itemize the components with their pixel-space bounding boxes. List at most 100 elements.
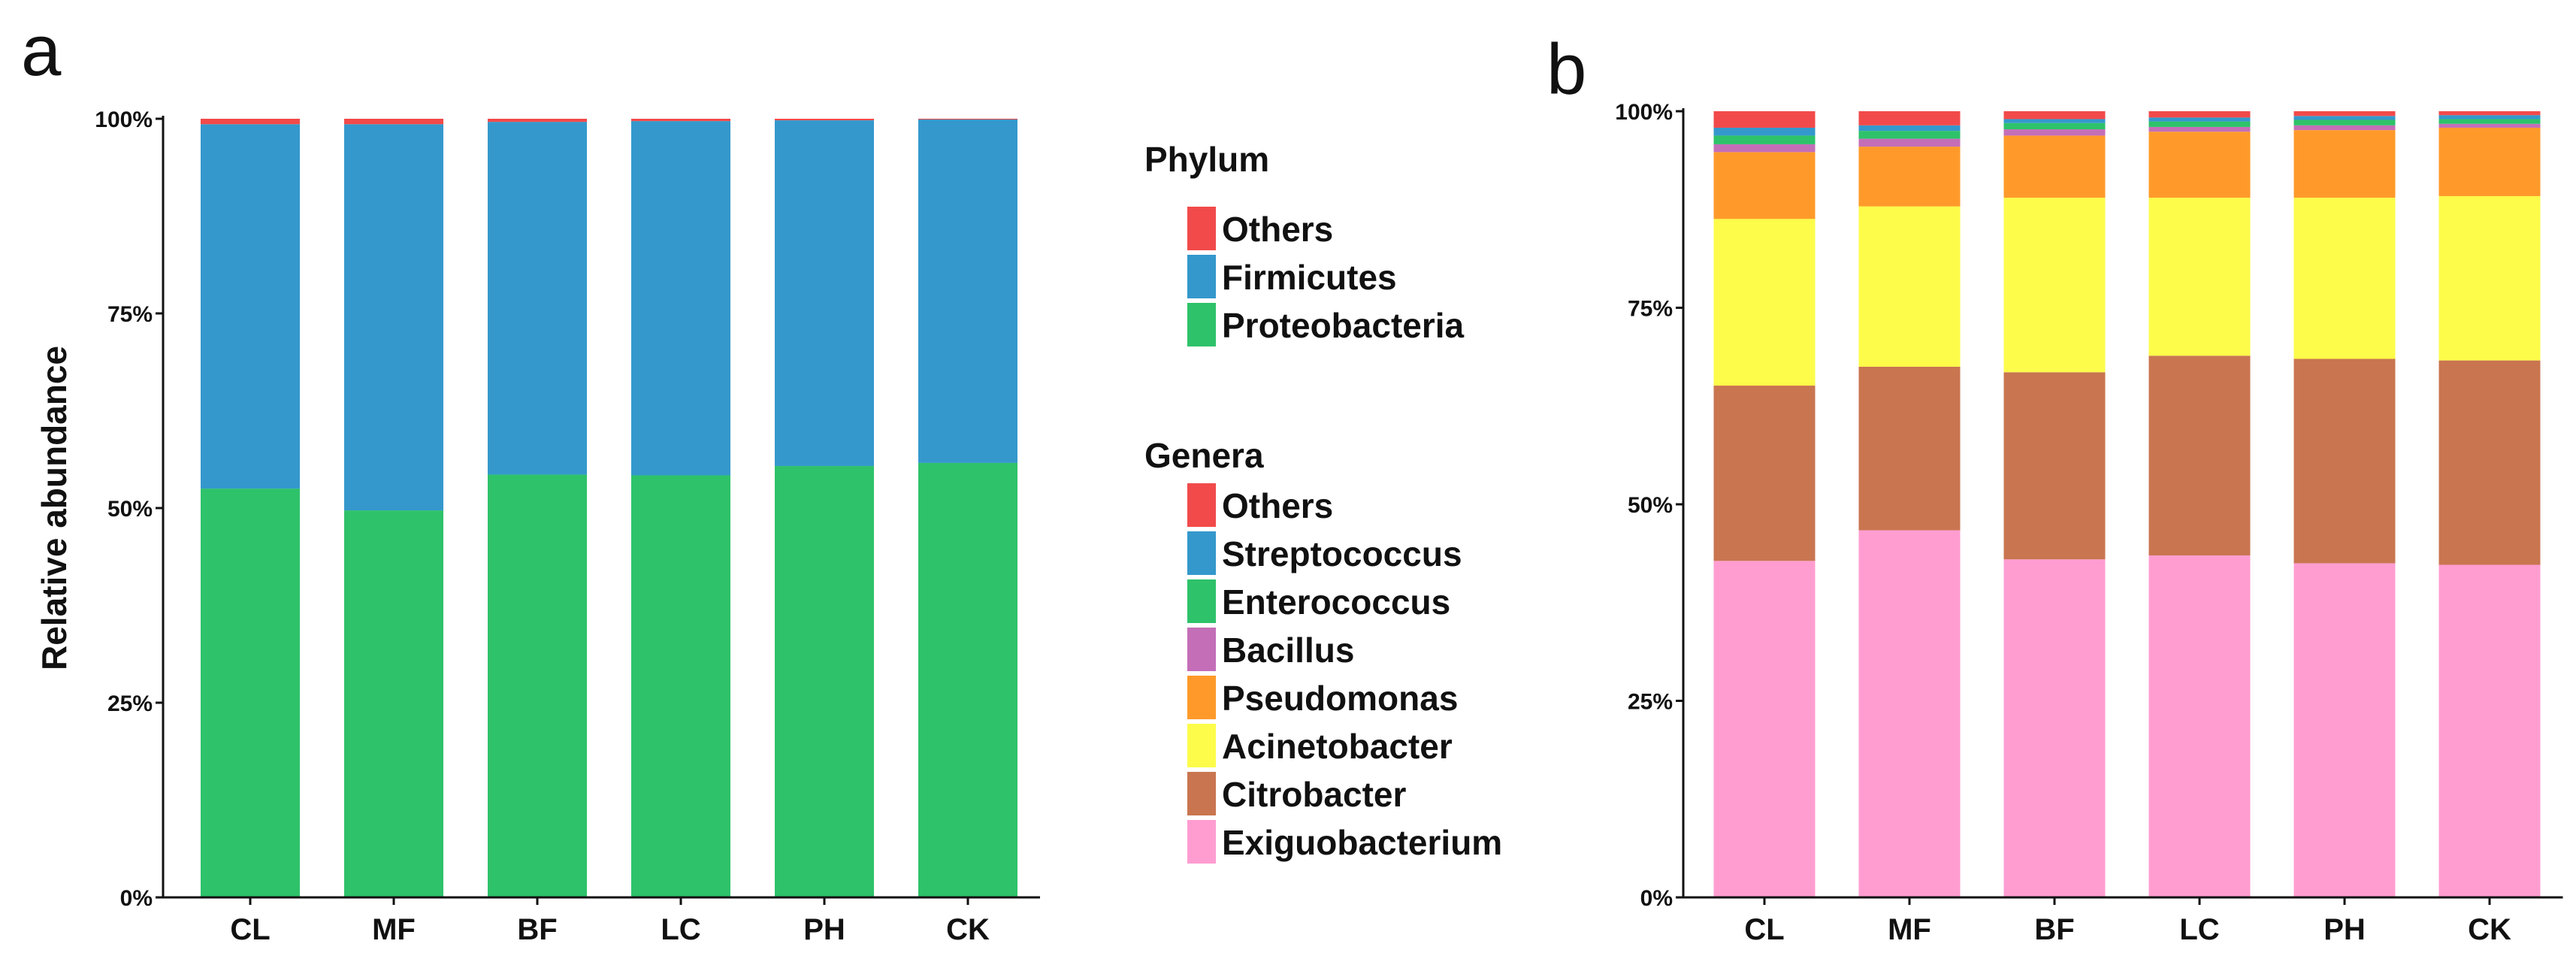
legend-label-others: Others	[1222, 486, 1333, 525]
x-tick-label-ck: CK	[2468, 913, 2511, 946]
bar-a-bf-proteobacteria	[488, 474, 587, 897]
legend-swatch-pseudomonas	[1187, 676, 1216, 719]
bar-b-cl-others	[1713, 111, 1816, 128]
bar-b-ph-pseudomonas	[2293, 130, 2396, 198]
bar-a-mf-others	[344, 119, 443, 125]
bar-b-bf-acinetobacter	[2003, 198, 2106, 373]
bar-b-mf-others	[1858, 111, 1961, 126]
bar-a-ck-proteobacteria	[918, 462, 1017, 897]
legend-label-firmicutes: Firmicutes	[1222, 258, 1397, 297]
legend-swatch-firmicutes	[1187, 255, 1216, 298]
bar-b-mf-acinetobacter	[1858, 206, 1961, 367]
bar-a-ck-firmicutes	[918, 119, 1017, 463]
bar-b-bf-enterococcus	[2003, 123, 2106, 130]
legend-swatch-citrobacter	[1187, 772, 1216, 815]
bar-b-lc-acinetobacter	[2148, 198, 2251, 356]
x-tick-label-mf: MF	[372, 913, 416, 946]
x-tick-label-lc: LC	[661, 913, 700, 946]
bar-b-ph-enterococcus	[2293, 119, 2396, 126]
x-tick-label-ck: CK	[946, 913, 990, 946]
legend-phylum: Phylum Others Firmicutes Proteobacteria	[1144, 140, 1465, 346]
legend-label-acinetobacter: Acinetobacter	[1222, 727, 1453, 766]
y-tick-label: 75%	[1628, 297, 1673, 322]
y-tick-label: 100%	[95, 107, 153, 132]
bar-a-mf-proteobacteria	[344, 510, 443, 897]
legend-swatch-enterococcus	[1187, 579, 1216, 623]
x-tick-label-bf: BF	[2034, 913, 2074, 946]
y-tick-label: 50%	[1628, 493, 1673, 518]
x-tick-label-cl: CL	[230, 913, 270, 946]
bar-b-ck-exiguobacterium	[2438, 564, 2541, 897]
x-tick-label-mf: MF	[1888, 913, 1931, 946]
bar-b-lc-pseudomonas	[2148, 132, 2251, 198]
legend-swatch-streptococcus	[1187, 531, 1216, 575]
legend-label-enterococcus: Enterococcus	[1222, 582, 1450, 622]
y-tick-label: 75%	[107, 302, 153, 327]
legend-genera: Genera Others Streptococcus Enterococcus Bac…	[1144, 436, 1502, 864]
panel-b: b CL MF BF LC PH CK 0% 25% 50% 75% 100%	[1547, 29, 2563, 946]
legend-label-proteobacteria: Proteobacteria	[1222, 306, 1465, 345]
legend-label-citrobacter: Citrobacter	[1222, 775, 1406, 814]
bar-b-ck-others	[2438, 111, 2541, 116]
y-tick-label: 25%	[107, 691, 153, 716]
bar-a-cl-others	[201, 119, 300, 125]
y-tick-label: 0%	[1640, 886, 1673, 911]
bar-b-cl-enterococcus	[1713, 135, 1816, 144]
bar-b-lc-others	[2148, 111, 2251, 118]
bar-a-bf-firmicutes	[488, 122, 587, 475]
bar-b-ck-pseudomonas	[2438, 127, 2541, 196]
y-tick-label: 100%	[1615, 100, 1673, 125]
bar-b-ph-exiguobacterium	[2293, 563, 2396, 897]
legend-label-exiguobacterium: Exiguobacterium	[1222, 823, 1502, 862]
bar-b-ph-others	[2293, 111, 2396, 116]
legend-label-others: Others	[1222, 210, 1333, 249]
legend-title: Genera	[1144, 436, 1264, 475]
bar-b-cl-bacillus	[1713, 144, 1816, 153]
legend-title: Phylum	[1144, 140, 1269, 179]
bar-a-cl-firmicutes	[201, 124, 300, 489]
bar-b-ck-bacillus	[2438, 123, 2541, 128]
x-tick-label-cl: CL	[1744, 913, 1784, 946]
bar-b-mf-exiguobacterium	[1858, 530, 1961, 897]
bar-b-ph-bacillus	[2293, 125, 2396, 131]
bar-b-lc-exiguobacterium	[2148, 555, 2251, 897]
legend-label-bacillus: Bacillus	[1222, 631, 1354, 670]
bar-b-cl-exiguobacterium	[1713, 561, 1816, 897]
legend-swatch-proteobacteria	[1187, 303, 1216, 346]
bar-b-mf-citrobacter	[1858, 366, 1961, 531]
panel-label-a: a	[21, 11, 62, 91]
bar-b-lc-streptococcus	[2148, 117, 2251, 122]
x-tick-label-ph: PH	[803, 913, 845, 946]
bar-b-bf-others	[2003, 111, 2106, 119]
bar-b-bf-bacillus	[2003, 129, 2106, 136]
y-tick-label: 0%	[120, 886, 153, 911]
bar-b-lc-enterococcus	[2148, 121, 2251, 127]
bar-b-lc-bacillus	[2148, 126, 2251, 132]
bar-b-mf-streptococcus	[1858, 125, 1961, 132]
bar-b-ck-enterococcus	[2438, 119, 2541, 124]
x-tick-label-lc: LC	[2179, 913, 2219, 946]
bar-a-ph-firmicutes	[775, 120, 874, 467]
legend-swatch-others	[1187, 207, 1216, 250]
bar-b-cl-pseudomonas	[1713, 152, 1816, 219]
y-tick-label: 25%	[1628, 690, 1673, 715]
bar-a-mf-firmicutes	[344, 124, 443, 511]
bar-a-lc-others	[631, 119, 730, 122]
legend-swatch-acinetobacter	[1187, 724, 1216, 767]
bar-b-bf-citrobacter	[2003, 372, 2106, 560]
panel-label-b: b	[1547, 29, 1586, 110]
bar-b-cl-streptococcus	[1713, 127, 1816, 136]
legend-swatch-others	[1187, 483, 1216, 527]
bar-b-ph-streptococcus	[2293, 116, 2396, 120]
bar-b-ck-citrobacter	[2438, 360, 2541, 565]
x-tick-label-bf: BF	[517, 913, 557, 946]
bar-b-ph-acinetobacter	[2293, 198, 2396, 359]
bar-a-ph-proteobacteria	[775, 466, 874, 897]
bar-b-bf-pseudomonas	[2003, 135, 2106, 198]
y-axis-label: Relative abundance	[35, 346, 74, 670]
x-tick-label-ph: PH	[2324, 913, 2366, 946]
bar-b-mf-bacillus	[1858, 138, 1961, 147]
legend-label-pseudomonas: Pseudomonas	[1222, 679, 1458, 718]
